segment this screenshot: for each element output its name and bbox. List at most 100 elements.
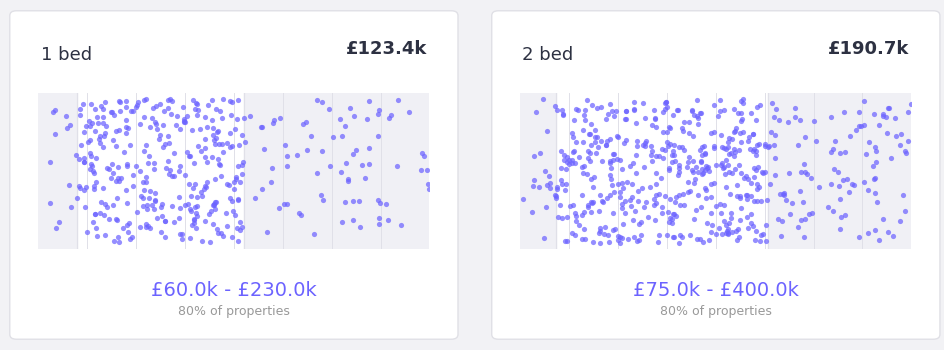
Point	[594, 198, 609, 204]
Point	[109, 178, 124, 184]
Point	[201, 211, 216, 217]
Point	[630, 198, 645, 204]
Point	[733, 195, 748, 201]
Point	[334, 133, 349, 139]
Point	[835, 109, 851, 114]
Point	[660, 143, 675, 148]
Point	[698, 187, 713, 192]
Point	[82, 150, 97, 156]
Point	[101, 166, 116, 172]
Point	[565, 150, 580, 155]
Point	[676, 147, 691, 152]
Point	[208, 142, 223, 147]
Point	[577, 118, 592, 123]
Point	[603, 176, 618, 182]
Point	[553, 165, 568, 170]
Point	[767, 133, 782, 138]
Point	[235, 160, 250, 165]
Point	[840, 189, 855, 195]
Point	[97, 130, 112, 135]
Point	[224, 99, 239, 104]
Point	[130, 99, 145, 105]
Point	[767, 172, 783, 178]
Point	[567, 232, 582, 238]
Point	[172, 231, 187, 237]
Point	[626, 107, 641, 113]
Point	[895, 192, 910, 198]
Point	[697, 151, 712, 156]
Point	[211, 141, 226, 147]
Point	[742, 181, 757, 186]
Point	[650, 232, 666, 238]
Point	[716, 203, 731, 208]
Point	[659, 130, 674, 135]
Point	[362, 98, 377, 104]
Point	[826, 167, 841, 172]
Point	[162, 167, 177, 173]
Point	[222, 98, 237, 103]
Point	[758, 197, 773, 203]
Point	[371, 215, 386, 220]
Point	[735, 175, 750, 181]
Point	[870, 237, 885, 243]
Point	[223, 144, 238, 149]
Point	[717, 146, 733, 152]
Point	[109, 195, 124, 201]
Point	[882, 155, 897, 161]
Point	[186, 186, 201, 191]
Point	[103, 176, 118, 181]
Point	[657, 99, 672, 104]
Point	[684, 168, 700, 173]
Point	[204, 117, 219, 122]
Point	[688, 97, 703, 103]
Point	[748, 228, 763, 233]
Point	[123, 108, 138, 114]
Point	[230, 238, 245, 244]
Point	[855, 122, 870, 127]
Point	[138, 97, 153, 102]
Point	[699, 163, 714, 169]
Point	[85, 168, 100, 173]
Point	[291, 211, 306, 216]
Point	[596, 199, 611, 204]
Point	[72, 112, 87, 118]
Point	[776, 190, 791, 196]
Point	[315, 197, 330, 203]
Point	[95, 120, 110, 126]
Point	[661, 219, 676, 225]
Point	[690, 121, 705, 127]
Point	[831, 184, 846, 189]
Point	[615, 185, 630, 191]
Point	[733, 170, 748, 176]
Point	[724, 229, 739, 234]
Point	[580, 148, 595, 154]
Point	[746, 146, 761, 152]
Point	[104, 109, 119, 115]
Point	[720, 152, 735, 157]
Point	[194, 193, 210, 199]
Point	[202, 239, 217, 245]
Point	[346, 152, 361, 157]
Point	[574, 192, 589, 198]
Point	[834, 177, 850, 182]
Point	[531, 184, 546, 190]
Point	[187, 106, 202, 112]
Point	[565, 134, 580, 140]
Point	[568, 214, 583, 219]
Point	[84, 153, 99, 159]
Point	[393, 222, 408, 228]
Point	[651, 153, 666, 159]
Point	[592, 228, 607, 234]
Point	[82, 166, 97, 172]
Point	[713, 162, 728, 168]
Point	[687, 164, 702, 170]
Point	[576, 164, 591, 169]
Point	[685, 112, 700, 118]
Point	[619, 180, 634, 185]
Point	[207, 202, 222, 208]
Point	[198, 184, 213, 190]
Point	[139, 174, 154, 180]
Point	[119, 222, 134, 228]
Point	[681, 130, 696, 136]
Point	[631, 221, 646, 227]
